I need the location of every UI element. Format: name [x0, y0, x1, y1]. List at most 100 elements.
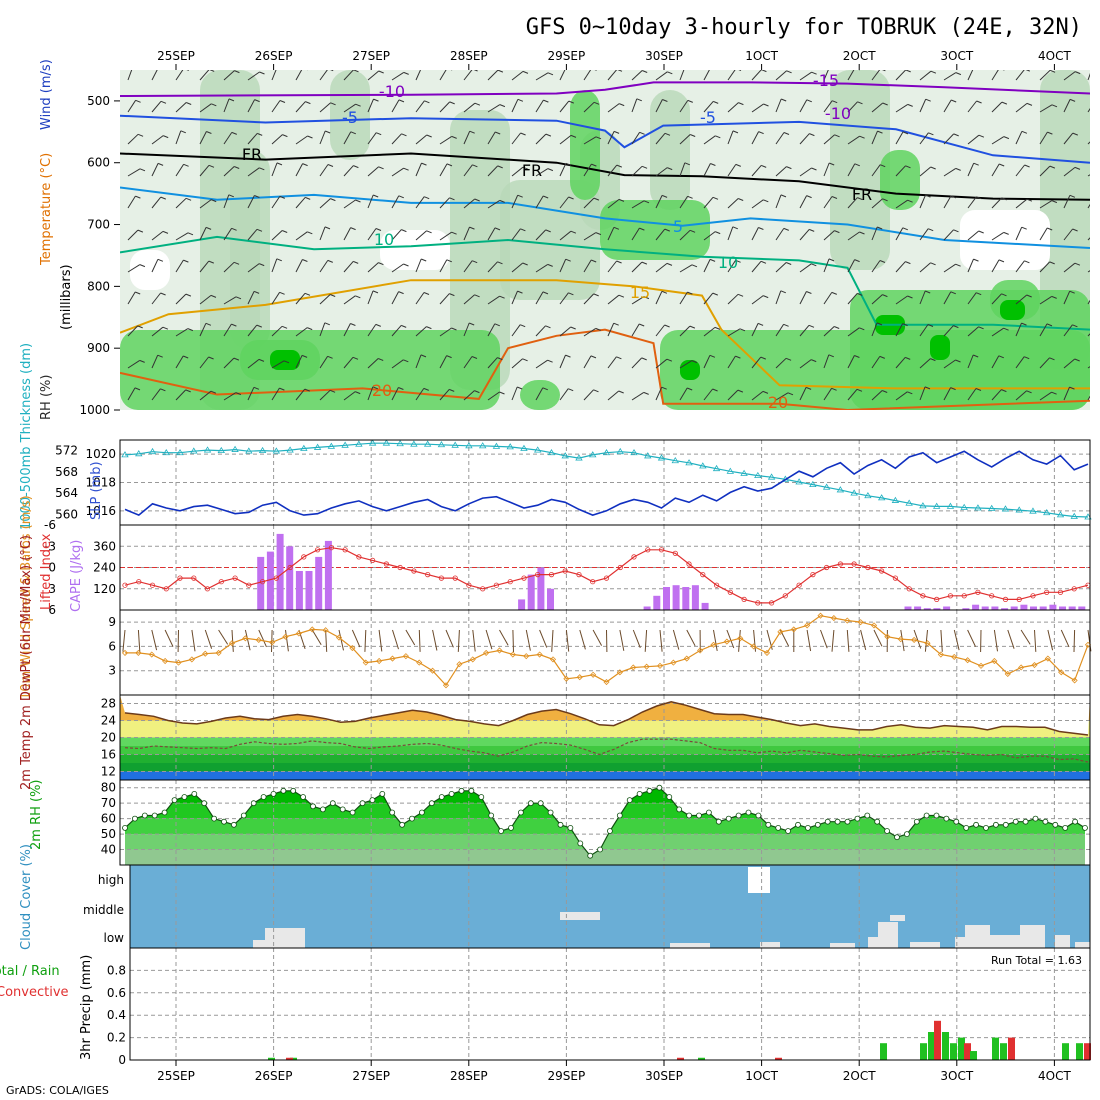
- tick-label: -6: [44, 518, 56, 532]
- wind-barb-flag: [375, 228, 382, 231]
- wind-barb: [751, 391, 764, 401]
- li-point: [906, 586, 912, 592]
- wind-barb: [343, 323, 351, 337]
- wind-barb: [199, 103, 212, 113]
- wind-barb-10m: [271, 629, 273, 653]
- wind-barb: [343, 227, 352, 241]
- rh-point: [250, 800, 257, 807]
- credit-label: GrADS: COLA/IGES: [6, 1084, 109, 1097]
- panel-frame: [119, 609, 1091, 696]
- wind-barb: [343, 295, 356, 305]
- wind-barb: [1015, 164, 1025, 177]
- wind-speed-point: [1044, 655, 1051, 662]
- wind-barb-flag: [547, 168, 554, 172]
- day-label-bottom: 28SEP: [450, 1069, 488, 1083]
- cloud-cover-panel: high middle low: [83, 864, 1091, 949]
- wind-barb-flag: [499, 104, 506, 108]
- wind-barb: [295, 163, 304, 177]
- wind-barb: [751, 295, 764, 305]
- wind-barb: [631, 391, 644, 401]
- wind-barb: [847, 197, 858, 209]
- rh-point: [874, 818, 881, 825]
- rh-shade-7: [650, 90, 690, 210]
- wind-barb-10m: [619, 629, 625, 651]
- wind-barb: [463, 70, 473, 81]
- wind-barb: [871, 198, 883, 209]
- wind-barb-flag: [811, 263, 817, 267]
- wind-barb: [967, 134, 980, 145]
- wind-barb: [703, 135, 716, 145]
- thickness-point: [685, 459, 693, 466]
- wind-barb: [775, 98, 782, 113]
- wind-barb: [703, 163, 711, 177]
- wind-barb: [535, 263, 548, 273]
- wind-barb-10m: [632, 629, 641, 648]
- isotherm-3: [120, 186, 1090, 249]
- wind-barb: [583, 232, 597, 241]
- wind-barb: [439, 327, 452, 337]
- wind-barb: [511, 166, 524, 177]
- cape-bar: [991, 606, 999, 610]
- wind-barb: [319, 356, 329, 369]
- wind-barb-10m: [913, 629, 922, 649]
- wind-barb: [847, 259, 856, 273]
- wind-barb-flag: [276, 162, 283, 166]
- rh-point: [973, 821, 979, 828]
- wind-barb-flag: [732, 130, 739, 134]
- wind-barb-flag: [398, 99, 405, 103]
- wind-barb-flag: [639, 323, 645, 327]
- wind-barb-flag: [327, 355, 333, 359]
- wind-barb: [535, 359, 548, 369]
- wind-barb-flag: [327, 164, 334, 167]
- wind-barb-flag: [950, 291, 956, 295]
- wind-barb: [487, 261, 498, 273]
- wind-barb-flag: [307, 231, 313, 235]
- wind-barb: [223, 323, 232, 337]
- li-point: [369, 557, 376, 564]
- thickness-point: [190, 447, 198, 454]
- tick-label: 0.2: [107, 1031, 126, 1045]
- isotherm-label: -10: [379, 82, 405, 101]
- wind-barb-flag: [763, 295, 769, 299]
- wind-barb-flag: [497, 70, 504, 73]
- wind-barb-10m: [218, 629, 229, 645]
- wind-barb: [871, 390, 883, 401]
- wind-speed-point: [830, 615, 837, 622]
- wind-barb-flag: [831, 291, 837, 295]
- wind-barb: [415, 388, 425, 401]
- wind-barb: [343, 165, 354, 177]
- wind-barb: [511, 132, 521, 145]
- wind-barb-flag: [401, 133, 407, 137]
- wind-barb-flag: [162, 230, 169, 234]
- wind-barb: [799, 167, 812, 177]
- wind-barb-flag: [376, 132, 382, 136]
- tick-label: 28: [101, 697, 116, 711]
- wind-barb-flag: [928, 132, 934, 136]
- cloud-low-block: [760, 942, 780, 948]
- wind-barb-flag: [783, 227, 789, 231]
- wind-barb: [583, 327, 596, 337]
- wind-barb: [607, 356, 617, 369]
- day-label-top: 3OCT: [940, 49, 973, 63]
- wind-barb: [367, 228, 377, 241]
- wind-speed-point: [643, 663, 650, 670]
- wind-barb-flag: [133, 67, 138, 69]
- wind-speed-point: [656, 662, 664, 669]
- wind-barb-flag: [424, 100, 430, 104]
- wind-barb: [295, 327, 308, 337]
- wind-barb-flag: [1049, 357, 1055, 361]
- wind-speed-point: [376, 657, 383, 665]
- isotherm-label: FR: [522, 161, 542, 180]
- wind-barb-flag: [973, 354, 979, 358]
- rh-moist-2: [520, 380, 560, 410]
- li-point: [645, 547, 651, 553]
- rh-point: [1022, 818, 1029, 825]
- wind-barb-flag: [880, 164, 886, 168]
- wind-speed-point: [215, 649, 222, 656]
- wind-barb: [679, 100, 689, 113]
- wind-barb-flag: [879, 355, 885, 359]
- wind-barb: [487, 70, 499, 81]
- wind-speed-point: [175, 659, 182, 666]
- wind-barb-flag: [157, 258, 164, 262]
- wind-barb: [583, 136, 597, 145]
